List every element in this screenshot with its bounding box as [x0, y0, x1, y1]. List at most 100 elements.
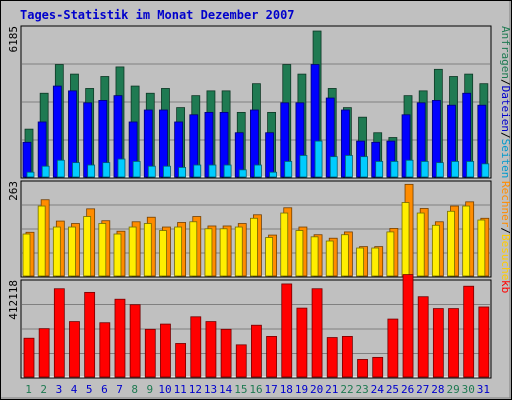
- bar-pages-day-12: [193, 164, 202, 178]
- bar-pages-day-31: [481, 163, 490, 178]
- bar-kbytes-day-17: [266, 335, 277, 378]
- bar-pages-day-15: [238, 169, 247, 178]
- bar-files-day-17: [265, 132, 274, 178]
- bar-sites-day-13: [204, 228, 213, 277]
- legend-sep-1: /: [499, 79, 512, 86]
- bar-kbytes-day-30: [463, 285, 475, 378]
- bar-pages-day-28: [435, 162, 444, 178]
- bar-pages-day-24: [375, 161, 384, 178]
- bar-kbytes-day-21: [326, 337, 338, 378]
- bar-pages-day-5: [87, 164, 96, 178]
- bar-kbytes-day-10: [160, 323, 171, 378]
- bar-sites-day-21: [325, 240, 334, 277]
- bar-sites-day-10: [159, 230, 167, 277]
- bar-kbytes-day-16: [251, 324, 262, 378]
- day-label-2: 2: [40, 383, 47, 396]
- bar-sites-day-23: [356, 247, 364, 277]
- bar-sites-day-20: [310, 236, 319, 277]
- day-label-31: 31: [477, 383, 490, 396]
- day-label-14: 14: [219, 383, 233, 396]
- bar-pages-day-13: [208, 164, 217, 178]
- bar-kbytes-day-23: [357, 359, 368, 378]
- bar-pages-day-9: [147, 165, 156, 178]
- middle-legend: Rechner/Besuche: [499, 181, 512, 280]
- day-label-28: 28: [431, 383, 444, 396]
- bar-kbytes-day-3: [53, 288, 65, 378]
- bar-kbytes-day-31: [478, 306, 490, 378]
- day-label-17: 17: [265, 383, 278, 396]
- panel-frame-2: [20, 279, 492, 379]
- bar-kbytes-day-1: [23, 337, 35, 378]
- day-label-7: 7: [116, 383, 123, 396]
- day-label-5: 5: [86, 383, 93, 396]
- bar-pages-day-17: [269, 171, 277, 178]
- bar-sites-day-1: [22, 233, 31, 277]
- day-label-23: 23: [356, 383, 369, 396]
- bar-sites-day-4: [68, 226, 76, 277]
- bar-pages-day-16: [254, 164, 262, 178]
- bar-pages-day-18: [284, 161, 293, 178]
- bar-pages-day-21: [329, 156, 338, 178]
- bar-kbytes-day-22: [341, 335, 353, 378]
- day-label-1: 1: [25, 383, 32, 396]
- bar-sites-day-15: [234, 226, 243, 277]
- bar-pages-day-6: [102, 162, 111, 178]
- legend-visits: Rechner: [499, 181, 512, 228]
- bar-sites-day-12: [189, 221, 198, 277]
- bar-sites-day-31: [477, 219, 486, 277]
- bar-kbytes-day-4: [69, 321, 80, 378]
- bar-sites-day-11: [174, 226, 183, 277]
- day-label-4: 4: [71, 383, 78, 396]
- bar-pages-day-4: [72, 162, 80, 178]
- bottom-ymax-label: 412118: [7, 280, 20, 320]
- bar-kbytes-day-7: [114, 298, 126, 378]
- bar-pages-day-7: [117, 158, 126, 178]
- bar-kbytes-day-29: [448, 308, 459, 378]
- bar-kbytes-day-14: [220, 328, 232, 378]
- day-label-3: 3: [56, 383, 63, 396]
- bar-sites-day-16: [250, 217, 258, 277]
- legend-sep-3: /: [499, 227, 512, 234]
- bar-kbytes-day-20: [311, 288, 323, 378]
- bar-sites-day-26: [401, 202, 410, 277]
- bar-kbytes-day-18: [281, 283, 293, 378]
- bar-sites-day-24: [371, 247, 380, 277]
- legend-kbytes: kb: [499, 280, 512, 293]
- day-label-6: 6: [101, 383, 108, 396]
- legend-pages: Seiten: [499, 139, 512, 179]
- bottom-legend: kb: [499, 280, 512, 293]
- bar-sites-day-22: [340, 234, 349, 277]
- bar-sites-day-25: [386, 231, 395, 277]
- bar-pages-day-25: [390, 161, 399, 178]
- day-label-12: 12: [189, 383, 202, 396]
- legend-sep-2: /: [499, 132, 512, 139]
- bar-pages-day-2: [41, 165, 50, 178]
- bar-pages-day-23: [360, 156, 368, 178]
- day-label-27: 27: [416, 383, 429, 396]
- day-label-13: 13: [204, 383, 217, 396]
- top-legend: Anfragen/Dateien/Seiten: [499, 26, 512, 178]
- bar-sites-day-17: [265, 237, 273, 277]
- bar-kbytes-day-19: [296, 307, 308, 378]
- bar-pages-day-8: [132, 161, 141, 178]
- bar-files-day-1: [22, 141, 32, 178]
- bar-sites-day-7: [113, 233, 122, 277]
- bar-pages-day-29: [451, 161, 459, 178]
- bar-kbytes-day-28: [432, 308, 444, 378]
- bar-pages-day-19: [299, 155, 308, 178]
- bar-sites-day-18: [280, 212, 289, 277]
- bar-kbytes-day-2: [38, 328, 50, 378]
- bar-kbytes-day-5: [84, 291, 96, 378]
- bar-sites-day-6: [98, 223, 107, 277]
- day-label-10: 10: [158, 383, 171, 396]
- day-label-22: 22: [340, 383, 353, 396]
- bar-pages-day-11: [178, 167, 187, 178]
- bar-sites-day-28: [431, 224, 440, 277]
- panel-frame-0: [20, 25, 492, 179]
- bar-pages-day-26: [405, 159, 414, 178]
- middle-ymax-label: 263: [7, 181, 20, 201]
- day-label-19: 19: [295, 383, 308, 396]
- legend-files: Dateien: [499, 86, 512, 132]
- bar-sites-day-19: [295, 230, 304, 277]
